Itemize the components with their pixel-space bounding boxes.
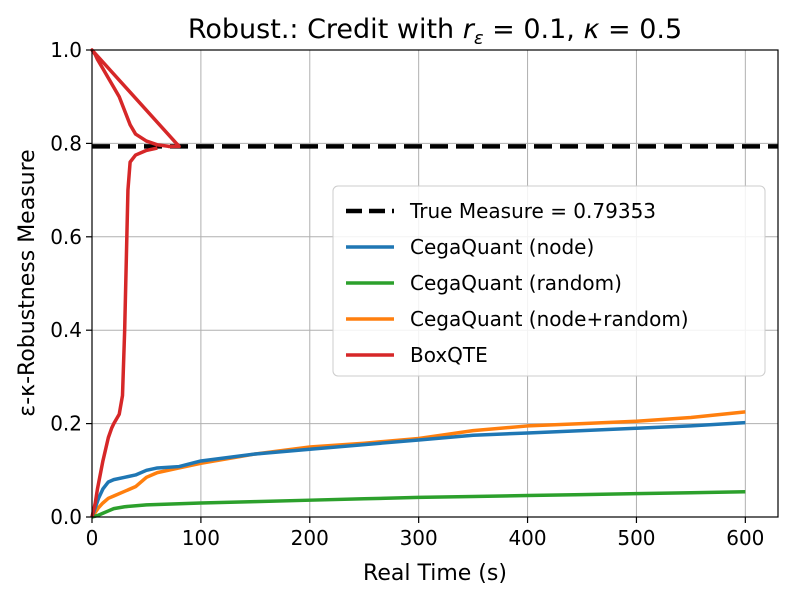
x-axis-ticks: 0 100 200 300 400 500 600 — [86, 517, 764, 550]
y-axis-ticks: 0.0 0.2 0.4 0.6 0.8 1.0 — [50, 38, 92, 529]
chart-title-r-sub: ε — [474, 28, 484, 49]
legend-label: True Measure = 0.79353 — [409, 199, 656, 223]
legend-label: CegaQuant (node) — [410, 235, 594, 259]
legend-box — [332, 185, 766, 377]
chart-title-kappa-value: = 0.5 — [599, 14, 682, 45]
y-tick-label: 1.0 — [50, 38, 82, 62]
legend-label: BoxQTE — [410, 343, 488, 367]
x-tick-label: 0 — [86, 526, 99, 550]
chart-title-prefix: Robust.: Credit with — [188, 14, 463, 45]
series-line-cegaquant-random — [91, 490, 746, 519]
y-axis-label: ε-κ-Robustness Measure — [15, 149, 40, 416]
axes-frame — [91, 49, 779, 518]
y-tick-label: 0.4 — [50, 318, 82, 342]
legend: True Measure = 0.79353 CegaQuant (node) Ce… — [332, 185, 766, 377]
y-tick-label: 0.2 — [50, 412, 82, 436]
chart-title-kappa: κ — [583, 14, 599, 45]
x-tick-label: 400 — [508, 526, 546, 550]
chart-title: Robust.: Credit with rε = 0.1, κ = 0.5 — [188, 14, 682, 49]
x-tick-label: 200 — [291, 526, 329, 550]
x-axis-label: Real Time (s) — [363, 561, 507, 586]
x-tick-label: 300 — [400, 526, 438, 550]
y-tick-label: 0.0 — [50, 505, 82, 529]
legend-label: CegaQuant (random) — [410, 271, 622, 295]
chart-title-r-value: = 0.1, — [484, 14, 584, 45]
series-line-cegaquant-node — [90, 420, 746, 518]
series-line-boxqte-lower — [90, 146, 158, 518]
x-tick-label: 500 — [617, 526, 655, 550]
legend-label: CegaQuant (node+random) — [410, 307, 689, 331]
series-line-boxqte-upper — [90, 48, 181, 149]
x-tick-label: 600 — [726, 526, 764, 550]
y-tick-label: 0.8 — [50, 131, 82, 155]
plot-area — [90, 48, 778, 519]
y-tick-label: 0.6 — [50, 225, 82, 249]
x-tick-label: 100 — [182, 526, 220, 550]
chart-title-r: r — [463, 14, 476, 45]
series-line-cegaquant-node-random — [90, 410, 746, 519]
